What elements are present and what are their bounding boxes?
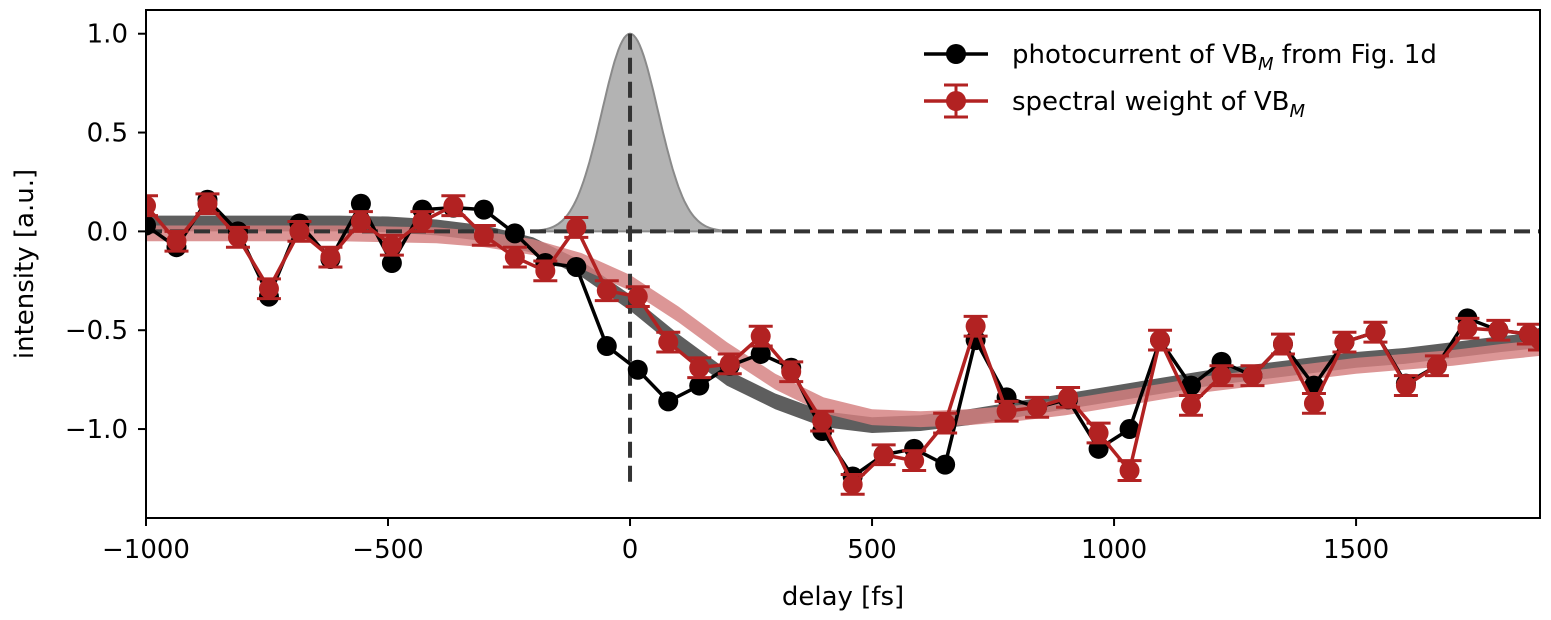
spectral-point bbox=[443, 195, 464, 216]
photocurrent-point bbox=[350, 193, 371, 214]
x-axis-ticks: −1000 −500 0 500 1000 1500 bbox=[102, 518, 1389, 565]
spectral-point bbox=[412, 211, 433, 232]
spectral-point bbox=[904, 450, 925, 471]
photocurrent-point bbox=[935, 454, 956, 475]
spectral-point bbox=[566, 217, 587, 238]
spectral-point bbox=[227, 227, 248, 248]
x-axis-label: delay [fs] bbox=[782, 582, 904, 612]
spectral-point bbox=[1395, 375, 1416, 396]
x-tick-label: −500 bbox=[352, 535, 423, 565]
spectral-point bbox=[381, 235, 402, 256]
spectral-point bbox=[1426, 355, 1447, 376]
spectral-point bbox=[1211, 365, 1232, 386]
legend-label: spectral weight of VBM bbox=[1012, 87, 1306, 122]
spectral-point bbox=[258, 278, 279, 299]
spectral-point bbox=[1457, 318, 1478, 339]
spectral-point bbox=[627, 286, 648, 307]
spectral-point bbox=[146, 195, 156, 216]
spectral-point bbox=[1488, 320, 1509, 341]
y-tick-label: 0.5 bbox=[87, 119, 128, 149]
spectral-point bbox=[1058, 387, 1079, 408]
x-tick-label: 1000 bbox=[1081, 535, 1147, 565]
spectral-point bbox=[166, 231, 187, 252]
legend-label: photocurrent of VBM from Fig. 1d bbox=[1012, 40, 1437, 75]
spectral-point bbox=[350, 211, 371, 232]
spectral-point bbox=[1119, 460, 1140, 481]
spectral-point bbox=[689, 357, 710, 378]
y-tick-label: −0.5 bbox=[65, 316, 128, 346]
photocurrent-point bbox=[596, 336, 617, 357]
spectral-point bbox=[873, 444, 894, 465]
spectral-point bbox=[1181, 395, 1202, 416]
spectral-point bbox=[1242, 365, 1263, 386]
spectral-point bbox=[535, 260, 556, 281]
legend: photocurrent of VBM from Fig. 1d spectral… bbox=[924, 40, 1437, 122]
spectral-line bbox=[146, 201, 1540, 488]
x-tick-label: 0 bbox=[622, 535, 639, 565]
data-series bbox=[146, 189, 1540, 496]
fit-bands bbox=[146, 215, 1540, 434]
spectral-point bbox=[996, 401, 1017, 422]
y-axis-label: intensity [a.u.] bbox=[10, 169, 40, 359]
photocurrent-point bbox=[689, 375, 710, 396]
y-tick-label: 1.0 bbox=[87, 20, 128, 50]
fit-band-1 bbox=[146, 215, 1540, 434]
spectral-point bbox=[935, 413, 956, 434]
spectral-point bbox=[1530, 330, 1540, 351]
x-tick-label: 1500 bbox=[1323, 535, 1389, 565]
spectral-point bbox=[1334, 332, 1355, 353]
photocurrent-point bbox=[566, 256, 587, 277]
fit-band-2 bbox=[146, 225, 1540, 428]
spectral-point bbox=[719, 353, 740, 374]
legend-marker bbox=[946, 91, 966, 111]
photocurrent-point bbox=[750, 343, 771, 364]
y-tick-label: −1.0 bbox=[65, 415, 128, 445]
axes-frame bbox=[145, 9, 1541, 519]
x-tick-label: 500 bbox=[847, 535, 897, 565]
spectral-point bbox=[812, 411, 833, 432]
spectral-point bbox=[1088, 423, 1109, 444]
spectral-point bbox=[1303, 393, 1324, 414]
spectral-point bbox=[1365, 322, 1386, 343]
y-tick-label: 0.0 bbox=[87, 217, 128, 247]
spectral-point bbox=[1027, 397, 1048, 418]
spectral-point bbox=[197, 193, 218, 214]
photocurrent-point bbox=[504, 223, 525, 244]
photocurrent-point bbox=[627, 359, 648, 380]
spectral-point bbox=[1150, 330, 1171, 351]
spectral-point bbox=[289, 221, 310, 242]
photocurrent-point bbox=[1119, 419, 1140, 440]
spectral-point bbox=[842, 474, 863, 495]
photocurrent-point bbox=[658, 391, 679, 412]
spectral-point bbox=[781, 361, 802, 382]
spectral-point bbox=[596, 280, 617, 301]
legend-marker bbox=[946, 44, 966, 64]
photocurrent-point bbox=[381, 253, 402, 274]
spectral-point bbox=[750, 326, 771, 347]
spectral-point bbox=[965, 316, 986, 337]
spectral-point bbox=[473, 225, 494, 246]
x-tick-label: −1000 bbox=[102, 535, 190, 565]
y-axis-ticks: 1.0 0.5 0.0 −0.5 −1.0 bbox=[65, 20, 146, 445]
spectral-point bbox=[658, 332, 679, 353]
photocurrent-point bbox=[1181, 375, 1202, 396]
photocurrent-point bbox=[146, 215, 156, 236]
photocurrent-point bbox=[473, 199, 494, 220]
spectral-point bbox=[320, 247, 341, 268]
spectral-point bbox=[1272, 334, 1293, 355]
spectral-point bbox=[504, 247, 525, 268]
